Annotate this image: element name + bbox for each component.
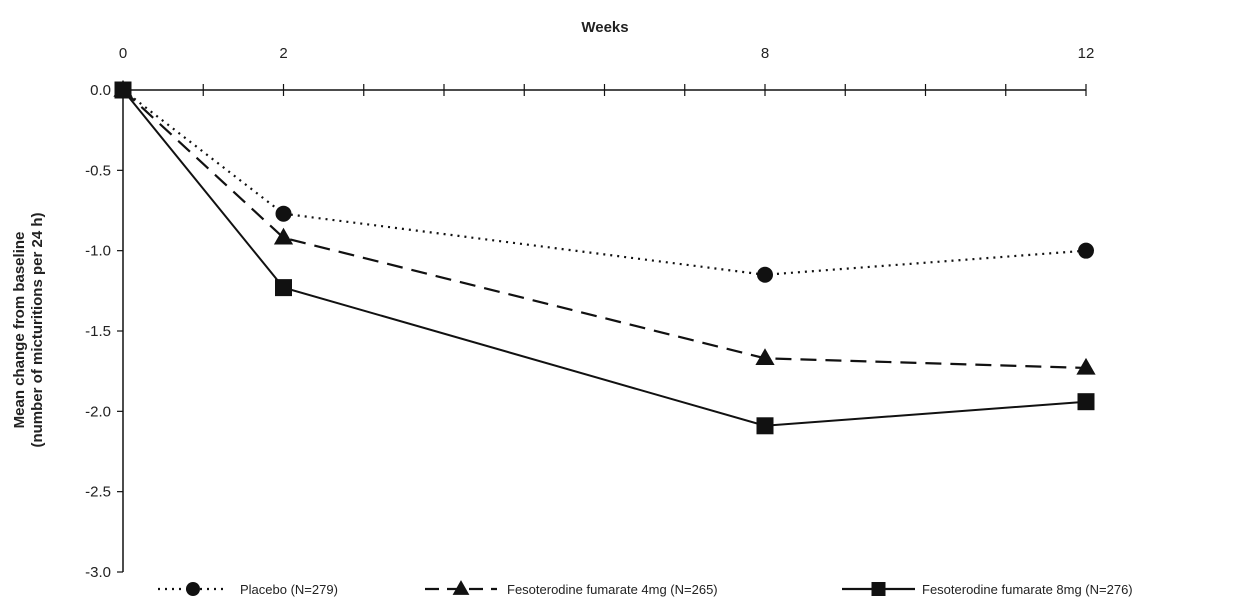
legend: Placebo (N=279) Fesoterodine fumarate 4mg… xyxy=(158,580,1133,597)
x-axis-tick-label: 8 xyxy=(761,45,769,62)
series-group xyxy=(113,79,1096,435)
square-marker xyxy=(871,582,886,596)
square-marker xyxy=(756,417,774,435)
legend-label: Fesoterodine fumarate 8mg (N=276) xyxy=(922,582,1133,597)
legend-label: Fesoterodine fumarate 4mg (N=265) xyxy=(507,582,718,597)
triangle-marker xyxy=(452,580,470,595)
square-marker xyxy=(1077,393,1095,411)
legend-label: Placebo (N=279) xyxy=(240,582,338,597)
x-axis-tick-label: 12 xyxy=(1078,45,1095,62)
circle-marker xyxy=(186,582,200,596)
triangle-marker xyxy=(273,227,294,245)
series-line xyxy=(122,89,1087,370)
legend-item: Placebo (N=279) xyxy=(158,582,338,597)
y-axis-tick-label: -1.0 xyxy=(85,243,111,260)
circle-marker xyxy=(275,205,292,222)
x-axis-tick-label: 2 xyxy=(279,45,287,62)
y-axis-tick-label: -0.5 xyxy=(85,162,111,179)
series-line xyxy=(122,89,1087,276)
legend-item: Fesoterodine fumarate 8mg (N=276) xyxy=(842,582,1133,597)
y-axis-tick-label: -2.0 xyxy=(85,403,111,420)
square-marker xyxy=(275,279,292,297)
y-axis-tick-label: 0.0 xyxy=(90,82,111,99)
circle-marker xyxy=(757,266,773,283)
y-axis-tick-label: -3.0 xyxy=(85,564,111,581)
y-axis-title-line2: (number of micturitions per 24 h) xyxy=(29,212,46,447)
y-axis-title-line1: Mean change from baseline xyxy=(11,232,28,429)
series-square xyxy=(114,81,1095,435)
triangle-marker xyxy=(1076,357,1096,375)
series-triangle xyxy=(113,79,1096,375)
square-marker xyxy=(114,81,132,99)
legend-item: Fesoterodine fumarate 4mg (N=265) xyxy=(425,580,718,597)
x-axis-title: Weeks xyxy=(581,19,628,36)
axes: 0 2 8 12 Weeks 0.0 -0.5 -1.0 -1.5 -2.0 -2.5 -3.0 Mea… xyxy=(11,19,1094,581)
y-axis-tick-label: -2.5 xyxy=(85,484,111,501)
circle-marker xyxy=(1078,242,1094,259)
x-axis-tick-label: 0 xyxy=(119,45,127,62)
triangle-marker xyxy=(755,348,775,366)
series-circle xyxy=(115,82,1094,283)
series-line xyxy=(122,89,1087,427)
y-axis-tick-label: -1.5 xyxy=(85,323,111,340)
